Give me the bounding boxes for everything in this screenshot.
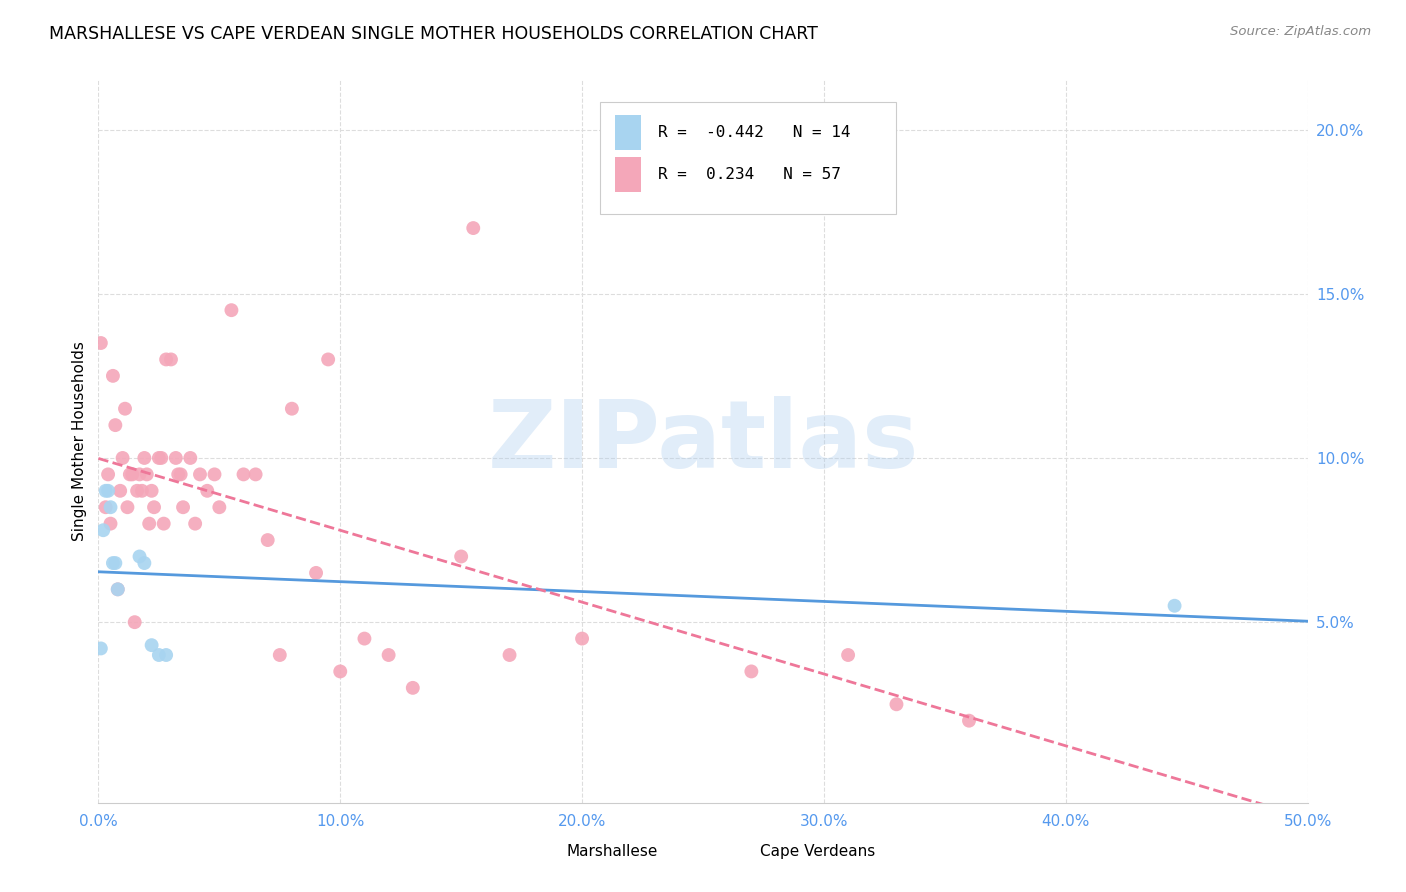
Point xyxy=(141,483,163,498)
Point xyxy=(353,632,375,646)
Point xyxy=(204,467,226,482)
Point xyxy=(104,418,127,433)
Point xyxy=(837,648,859,662)
Point xyxy=(167,467,190,482)
Point xyxy=(172,500,194,515)
FancyBboxPatch shape xyxy=(600,102,897,214)
Point xyxy=(134,450,156,465)
Point xyxy=(195,483,218,498)
Point xyxy=(141,638,163,652)
Point xyxy=(269,648,291,662)
Point xyxy=(498,648,520,662)
FancyBboxPatch shape xyxy=(727,845,749,866)
Text: MARSHALLESE VS CAPE VERDEAN SINGLE MOTHER HOUSEHOLDS CORRELATION CHART: MARSHALLESE VS CAPE VERDEAN SINGLE MOTHE… xyxy=(49,25,818,43)
Point xyxy=(117,500,139,515)
Point xyxy=(107,582,129,597)
FancyBboxPatch shape xyxy=(614,115,641,150)
Point xyxy=(463,221,485,235)
Point xyxy=(377,648,399,662)
FancyBboxPatch shape xyxy=(534,845,555,866)
Point xyxy=(97,467,120,482)
Point xyxy=(232,467,254,482)
Point xyxy=(97,483,120,498)
Point xyxy=(316,352,339,367)
Point xyxy=(165,450,187,465)
Text: Source: ZipAtlas.com: Source: ZipAtlas.com xyxy=(1230,25,1371,38)
Point xyxy=(128,549,150,564)
FancyBboxPatch shape xyxy=(614,157,641,192)
Point xyxy=(329,665,352,679)
Point xyxy=(100,516,122,531)
Point xyxy=(1163,599,1185,613)
Point xyxy=(571,632,593,646)
Point xyxy=(221,303,243,318)
Point xyxy=(135,467,157,482)
Point xyxy=(740,665,762,679)
Text: R =  -0.442   N = 14: R = -0.442 N = 14 xyxy=(658,125,851,140)
Point xyxy=(94,500,117,515)
Text: Marshallese: Marshallese xyxy=(567,845,658,859)
Point xyxy=(886,698,908,712)
Point xyxy=(114,401,136,416)
Point xyxy=(138,516,160,531)
Point xyxy=(91,523,114,537)
Point xyxy=(169,467,191,482)
Point xyxy=(188,467,211,482)
Point xyxy=(124,615,146,630)
Point xyxy=(152,516,174,531)
Point xyxy=(208,500,231,515)
Point xyxy=(104,556,127,570)
Point xyxy=(160,352,183,367)
Point xyxy=(148,648,170,662)
Point xyxy=(111,450,134,465)
Point xyxy=(90,641,112,656)
Point xyxy=(143,500,166,515)
Y-axis label: Single Mother Households: Single Mother Households xyxy=(72,342,87,541)
Point xyxy=(184,516,207,531)
Point xyxy=(101,368,124,383)
Point xyxy=(256,533,278,547)
Text: R =  0.234   N = 57: R = 0.234 N = 57 xyxy=(658,167,841,182)
Point xyxy=(134,556,156,570)
Point xyxy=(128,467,150,482)
Point xyxy=(957,714,980,728)
Point xyxy=(107,582,129,597)
Point xyxy=(118,467,141,482)
Point xyxy=(121,467,143,482)
Text: ZIPatlas: ZIPatlas xyxy=(488,395,918,488)
Point xyxy=(131,483,153,498)
Point xyxy=(402,681,425,695)
Point xyxy=(305,566,328,580)
Point xyxy=(108,483,131,498)
Point xyxy=(150,450,173,465)
Point xyxy=(90,336,112,351)
Point xyxy=(148,450,170,465)
Point xyxy=(127,483,149,498)
Text: Cape Verdeans: Cape Verdeans xyxy=(759,845,875,859)
Point xyxy=(450,549,472,564)
Point xyxy=(155,352,177,367)
Point xyxy=(155,648,177,662)
Point xyxy=(245,467,267,482)
Point xyxy=(179,450,201,465)
Point xyxy=(281,401,304,416)
Point xyxy=(101,556,124,570)
Point xyxy=(100,500,122,515)
Point xyxy=(94,483,117,498)
